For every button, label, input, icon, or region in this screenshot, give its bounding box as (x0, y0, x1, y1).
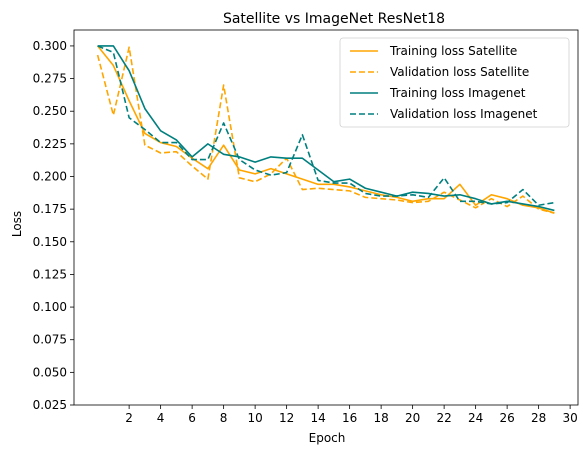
x-tick-label: 2 (125, 411, 133, 425)
x-tick-label: 18 (373, 411, 388, 425)
x-tick-label: 6 (188, 411, 196, 425)
y-tick-label: 0.275 (33, 72, 67, 86)
x-tick-label: 22 (436, 411, 451, 425)
chart-title: Satellite vs ImageNet ResNet18 (223, 11, 445, 27)
x-tick-label: 16 (342, 411, 357, 425)
x-tick-label: 24 (468, 411, 483, 425)
series-line-1 (97, 45, 555, 214)
y-tick-label: 0.225 (33, 137, 67, 151)
legend-label: Validation loss Satellite (390, 65, 529, 79)
series-line-2 (96, 46, 555, 214)
x-tick-label: 28 (531, 411, 546, 425)
legend-label: Validation loss Imagenet (390, 107, 538, 121)
y-tick-label: 0.100 (33, 300, 67, 314)
x-tick-label: 4 (157, 411, 165, 425)
y-axis-label: Loss (10, 211, 24, 237)
x-tick-label: 12 (279, 411, 294, 425)
y-tick-label: 0.150 (33, 235, 67, 249)
y-tick-label: 0.300 (33, 39, 67, 53)
x-axis-label: Epoch (309, 431, 346, 445)
x-tick-label: 20 (405, 411, 420, 425)
series-line-3 (97, 45, 555, 212)
y-tick-label: 0.050 (33, 365, 67, 379)
x-tick-label: 10 (247, 411, 262, 425)
y-tick-label: 0.200 (33, 170, 67, 184)
plot-frame (73, 29, 579, 406)
y-tick-label: 0.125 (33, 267, 67, 281)
y-tick-label: 0.025 (33, 398, 67, 412)
y-tick-label: 0.075 (33, 333, 67, 347)
y-tick-label: 0.250 (33, 104, 67, 118)
series-line-4 (97, 45, 555, 207)
legend-label: Training loss Satellite (389, 44, 517, 58)
x-tick-label: 8 (220, 411, 228, 425)
x-tick-label: 30 (562, 411, 577, 425)
legend-box (339, 37, 570, 128)
x-tick-label: 26 (499, 411, 514, 425)
legend-label: Training loss Imagenet (389, 86, 526, 100)
x-tick-label: 14 (310, 411, 325, 425)
y-tick-label: 0.175 (33, 202, 67, 216)
